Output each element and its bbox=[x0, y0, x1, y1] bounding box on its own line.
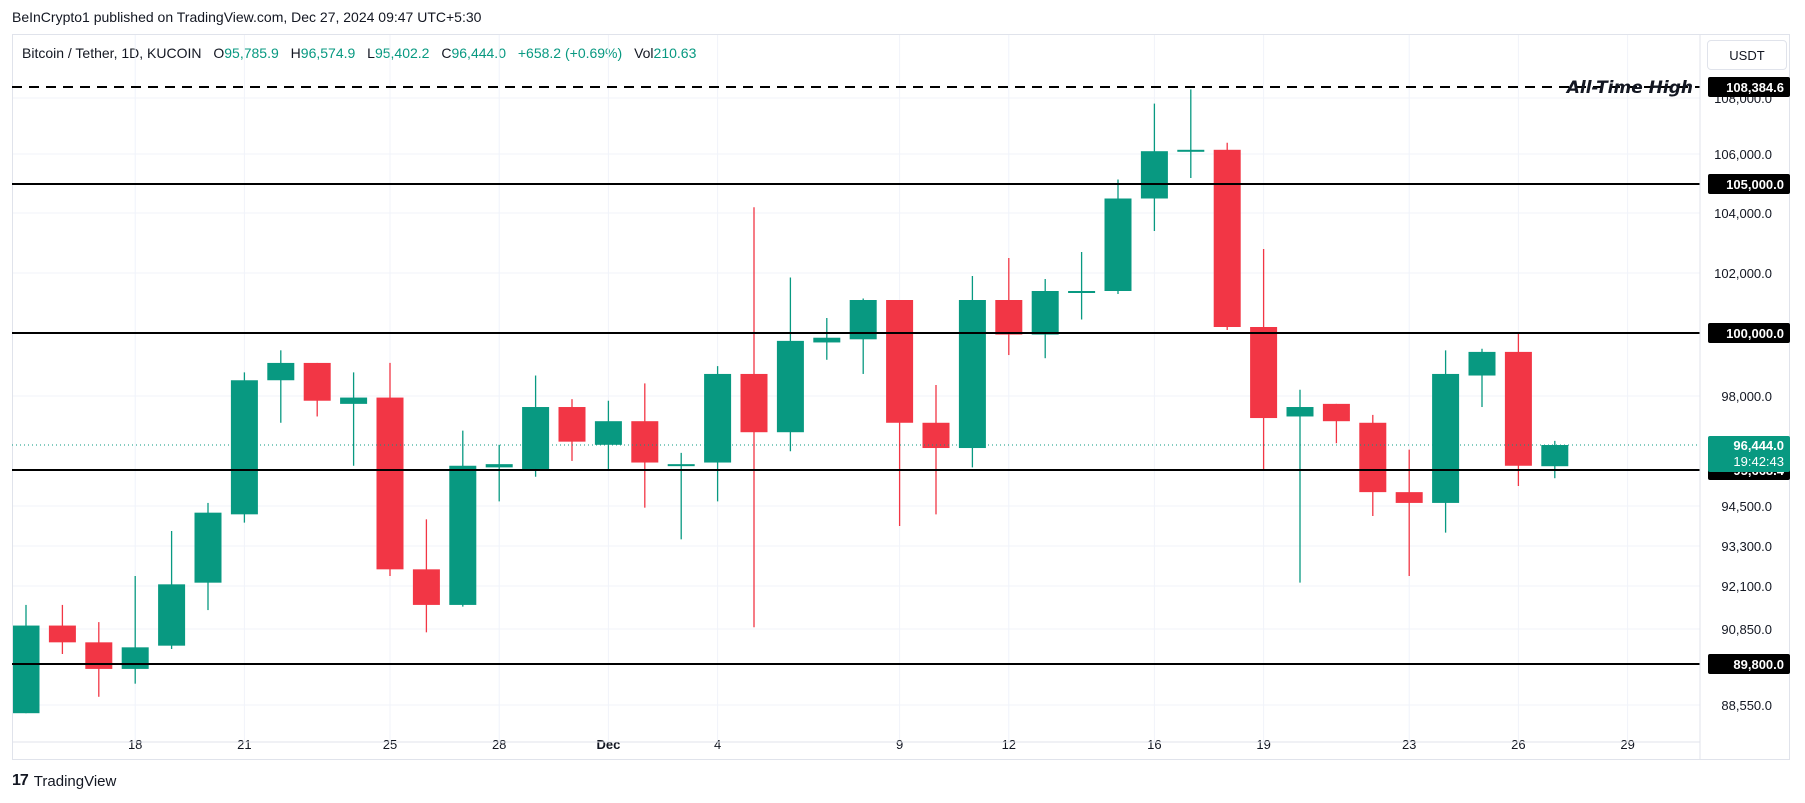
level-price-tag bbox=[1708, 77, 1790, 97]
candle-body bbox=[485, 464, 513, 468]
candle-body bbox=[158, 584, 186, 646]
level-price-tag bbox=[1708, 174, 1790, 194]
candle-body bbox=[1468, 351, 1496, 376]
candle-body bbox=[1031, 291, 1059, 335]
level-price-label: 100,000.0 bbox=[1726, 326, 1784, 341]
candle-body bbox=[1432, 373, 1460, 503]
y-tick-label: 90,850.0 bbox=[1721, 622, 1772, 637]
candle-body bbox=[340, 397, 368, 404]
candle-body bbox=[1177, 149, 1205, 152]
volume-label: Vol bbox=[634, 45, 654, 61]
x-tick-label: 4 bbox=[714, 737, 721, 752]
candle-body bbox=[13, 625, 40, 714]
candle-body bbox=[1541, 445, 1569, 467]
chart-frame bbox=[12, 34, 1790, 760]
x-tick-label: 19 bbox=[1256, 737, 1270, 752]
candle-body bbox=[631, 421, 659, 463]
x-tick-label: 18 bbox=[128, 737, 142, 752]
high-value: 96,574.9 bbox=[300, 45, 356, 61]
candle-body bbox=[958, 300, 986, 449]
close-value: 96,444.0 bbox=[451, 45, 506, 61]
open-value: 95,785.9 bbox=[224, 45, 279, 61]
candle-body bbox=[594, 421, 622, 445]
candle-body bbox=[995, 300, 1023, 335]
x-tick-label: 23 bbox=[1402, 737, 1416, 752]
x-tick-label: 16 bbox=[1147, 737, 1161, 752]
y-tick-label: 94,500.0 bbox=[1721, 499, 1772, 514]
x-tick-label: 28 bbox=[492, 737, 506, 752]
candle-body bbox=[740, 373, 768, 433]
candle-body bbox=[303, 362, 331, 401]
level-price-label: 108,384.6 bbox=[1726, 80, 1784, 95]
y-tick-label: 98,000.0 bbox=[1721, 389, 1772, 404]
candle-body bbox=[886, 300, 914, 423]
axes: 88,550.0 90,850.0 92,100.0 93,300.0 94,500.0… bbox=[12, 34, 1790, 760]
low-label: L bbox=[367, 45, 375, 61]
symbol-label[interactable]: Bitcoin / Tether, 1D, KUCOIN bbox=[22, 45, 202, 61]
candle-body bbox=[1286, 407, 1314, 417]
x-tick-label: 9 bbox=[896, 737, 903, 752]
level-price-tag bbox=[1708, 323, 1790, 343]
last-price-tag bbox=[1708, 436, 1790, 472]
candle-body bbox=[1250, 327, 1278, 419]
candle-body bbox=[121, 647, 149, 669]
candle-body bbox=[558, 407, 586, 442]
candle-body bbox=[522, 407, 550, 469]
candle-body bbox=[1068, 291, 1096, 293]
x-tick-label: Dec bbox=[596, 737, 620, 752]
x-tick-label: 26 bbox=[1511, 737, 1525, 752]
candles bbox=[13, 89, 1569, 714]
open-label: O bbox=[213, 45, 225, 61]
x-tick-label: 29 bbox=[1620, 737, 1634, 752]
candle-body bbox=[776, 340, 804, 433]
candle-body bbox=[704, 373, 732, 463]
candle-body bbox=[412, 569, 440, 605]
ohlc-legend: Bitcoin / Tether, 1D, KUCOIN O95,785.9 H… bbox=[22, 45, 704, 61]
candle-body bbox=[48, 625, 76, 643]
countdown-label: 19:42:43 bbox=[1733, 454, 1784, 469]
candle-body bbox=[376, 397, 404, 570]
candle-body bbox=[1395, 492, 1423, 503]
close-label: C bbox=[441, 45, 452, 61]
candle-body bbox=[922, 422, 950, 449]
last-price-label: 96,444.0 bbox=[1733, 438, 1784, 453]
candle-body bbox=[1359, 422, 1387, 493]
all-time-high-annotation: All-Time High bbox=[1565, 78, 1693, 98]
footer-brand[interactable]: TradingView bbox=[33, 772, 117, 790]
candle-body bbox=[1504, 351, 1532, 466]
y-tick-label: 92,100.0 bbox=[1721, 579, 1772, 594]
x-tick-label: 25 bbox=[383, 737, 397, 752]
high-label: H bbox=[290, 45, 301, 61]
level-price-tag bbox=[1708, 654, 1790, 674]
candle-body bbox=[1213, 149, 1241, 327]
y-tick-label: 93,300.0 bbox=[1721, 539, 1772, 554]
candle-body bbox=[1322, 403, 1350, 422]
candle-body bbox=[667, 464, 695, 467]
publisher-line: BeInCrypto1 published on TradingView.com… bbox=[12, 9, 482, 25]
candle-body bbox=[449, 465, 477, 605]
candle-body bbox=[267, 362, 295, 381]
level-price-label: 89,800.0 bbox=[1733, 657, 1784, 672]
x-tick-label: 12 bbox=[1002, 737, 1016, 752]
volume-value: 210.63 bbox=[653, 45, 697, 61]
low-value: 95,402.2 bbox=[374, 45, 430, 61]
footer: 17 TradingView bbox=[12, 772, 116, 790]
candle-body bbox=[230, 380, 258, 515]
x-tick-label: 21 bbox=[237, 737, 251, 752]
y-tick-label: 106,000.0 bbox=[1714, 147, 1772, 162]
candle-body bbox=[1104, 198, 1132, 291]
price-levels: All-Time High bbox=[12, 78, 1700, 665]
change-value: +658.2 (+0.69%) bbox=[517, 45, 623, 61]
level-price-label: 105,000.0 bbox=[1726, 177, 1784, 192]
grid bbox=[13, 35, 1700, 742]
y-tick-label: 88,550.0 bbox=[1721, 698, 1772, 713]
candle-body bbox=[194, 512, 222, 583]
currency-button[interactable]: USDT bbox=[1707, 40, 1787, 70]
y-tick-label: 104,000.0 bbox=[1714, 206, 1772, 221]
y-tick-label: 102,000.0 bbox=[1714, 266, 1772, 281]
candle-body bbox=[1140, 151, 1168, 199]
tradingview-logo-icon: 17 bbox=[12, 772, 29, 789]
candle-body bbox=[813, 337, 841, 343]
